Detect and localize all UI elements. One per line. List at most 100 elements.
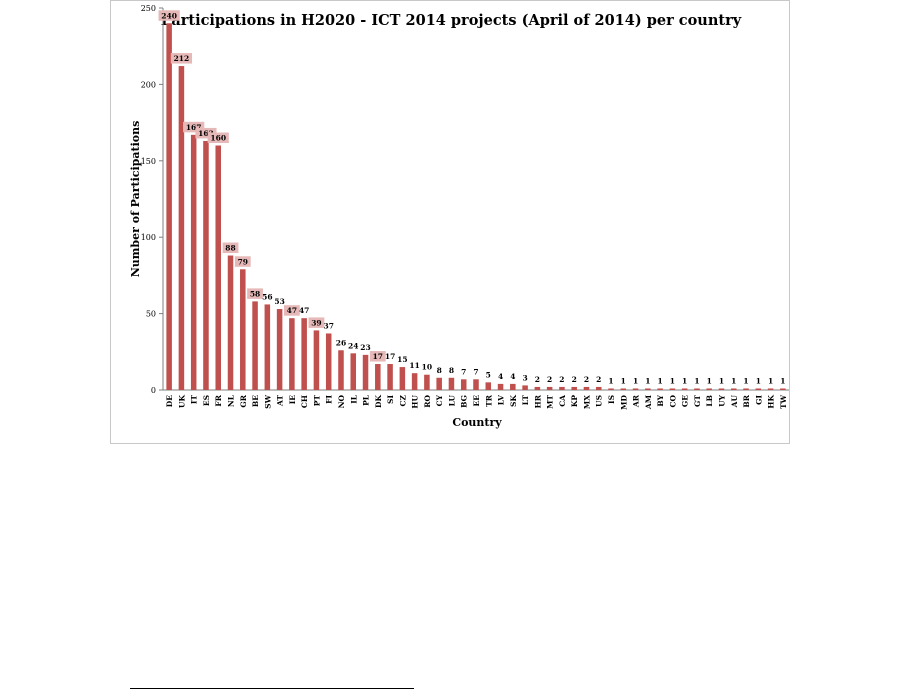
data-label-tw: 1 xyxy=(780,376,785,385)
data-label-hu: 11 xyxy=(409,361,419,370)
data-label-background xyxy=(247,288,263,299)
data-label-de: 240 xyxy=(161,11,177,20)
data-label-hk: 1 xyxy=(768,376,773,385)
bar-ch xyxy=(301,318,307,390)
data-label-gi: 1 xyxy=(756,376,761,385)
x-tick-label-fr: FR xyxy=(214,394,223,406)
data-label-us: 2 xyxy=(596,375,601,384)
data-label-ee: 7 xyxy=(473,367,478,376)
x-tick-label-md: MD xyxy=(619,395,628,410)
bar-hr xyxy=(534,386,541,390)
data-label-is: 1 xyxy=(608,376,613,385)
x-tick-label-be: BE xyxy=(251,395,260,407)
bar-no xyxy=(338,350,344,390)
data-label-am: 1 xyxy=(645,376,650,385)
bar-md xyxy=(620,388,627,390)
bar-is xyxy=(608,388,614,390)
y-tick-label: 0 xyxy=(151,386,156,395)
data-label-cy: 8 xyxy=(437,366,442,375)
x-tick-label-cy: CY xyxy=(435,394,444,406)
bar-it xyxy=(190,134,197,390)
bar-chart: Participations in H2020 - ICT 2014 proje… xyxy=(129,4,789,429)
data-label-pt: 39 xyxy=(311,318,321,327)
data-label-ch: 47 xyxy=(299,306,309,315)
y-axis-label: Number of Participations xyxy=(129,121,142,278)
bar-ar xyxy=(632,388,639,390)
chart-frame: Participations in H2020 - ICT 2014 proje… xyxy=(110,0,790,444)
x-tick-label-lu: LU xyxy=(447,395,456,407)
bar-us xyxy=(595,386,602,390)
x-tick-label-ie: IE xyxy=(288,395,297,405)
y-tick-label: 250 xyxy=(141,4,156,13)
data-label-uk: 212 xyxy=(174,54,190,63)
y-tick-label: 150 xyxy=(141,157,156,166)
data-label-tr: 5 xyxy=(486,370,491,379)
data-label-it: 167 xyxy=(186,123,202,132)
bar-ee xyxy=(473,379,479,390)
data-label-il: 24 xyxy=(348,341,358,350)
data-label-sw: 56 xyxy=(262,292,272,301)
x-tick-label-kp: KP xyxy=(570,395,579,408)
bar-kp xyxy=(571,386,577,390)
footnote-rule xyxy=(130,688,414,689)
x-tick-label-gi: GI xyxy=(754,395,763,405)
bar-uk xyxy=(178,66,185,391)
data-label-mt: 2 xyxy=(547,375,552,384)
data-label-background xyxy=(283,305,300,316)
data-label-co: 1 xyxy=(670,376,675,385)
x-tick-label-de: DE xyxy=(165,395,174,408)
x-tick-label-mx: MX xyxy=(582,395,591,409)
data-label-br: 1 xyxy=(743,376,748,385)
data-label-background xyxy=(222,242,239,254)
x-tick-label-hu: HU xyxy=(411,395,420,409)
x-tick-label-bg: BG xyxy=(460,395,469,408)
x-tick-label-ee: EE xyxy=(472,395,481,407)
x-tick-label-hk: HK xyxy=(767,395,776,409)
x-tick-label-dk: DK xyxy=(374,395,383,409)
data-label-gt: 1 xyxy=(694,376,699,385)
bar-ca xyxy=(559,386,565,390)
data-label-lt: 3 xyxy=(522,373,527,382)
data-label-background xyxy=(369,351,386,362)
bar-at xyxy=(276,309,283,390)
data-label-mx: 2 xyxy=(584,375,589,384)
bar-ge xyxy=(681,388,688,390)
bar-lt xyxy=(522,385,528,390)
data-label-fi: 37 xyxy=(323,321,333,330)
data-label-by: 1 xyxy=(658,376,663,385)
x-tick-label-gr: GR xyxy=(239,394,248,407)
x-tick-label-us: US xyxy=(595,395,604,407)
y-tick-label: 50 xyxy=(146,310,156,319)
bar-mx xyxy=(583,386,590,390)
bar-fi xyxy=(325,333,332,390)
data-label-be: 58 xyxy=(250,289,260,298)
x-tick-label-sw: SW xyxy=(263,394,272,408)
data-label-es: 163 xyxy=(198,129,214,138)
x-tick-label-by: BY xyxy=(656,394,665,406)
x-tick-label-mt: MT xyxy=(546,395,555,409)
data-label-background xyxy=(207,132,229,144)
x-tick-label-lb: LB xyxy=(705,395,714,407)
data-label-sk: 4 xyxy=(510,372,515,381)
data-label-ro: 10 xyxy=(422,363,432,372)
x-tick-label-il: IL xyxy=(349,394,358,404)
bar-ie xyxy=(289,318,295,390)
data-label-ge: 1 xyxy=(682,376,687,385)
bar-sw xyxy=(264,304,271,390)
y-tick-label: 200 xyxy=(141,80,156,89)
data-label-no: 26 xyxy=(336,338,346,347)
data-label-ar: 1 xyxy=(633,376,638,385)
data-label-lv: 4 xyxy=(498,372,503,381)
bar-de xyxy=(166,23,172,391)
bar-bg xyxy=(460,379,467,390)
data-label-background xyxy=(170,53,193,64)
bar-mt xyxy=(546,386,553,390)
x-tick-label-ch: CH xyxy=(300,395,309,408)
x-tick-label-si: SI xyxy=(386,395,395,404)
bar-ro xyxy=(424,374,430,390)
bar-gi xyxy=(755,388,762,390)
bar-hk xyxy=(767,388,774,390)
data-label-lu: 8 xyxy=(449,366,454,375)
x-tick-label-cz: CZ xyxy=(398,394,407,406)
